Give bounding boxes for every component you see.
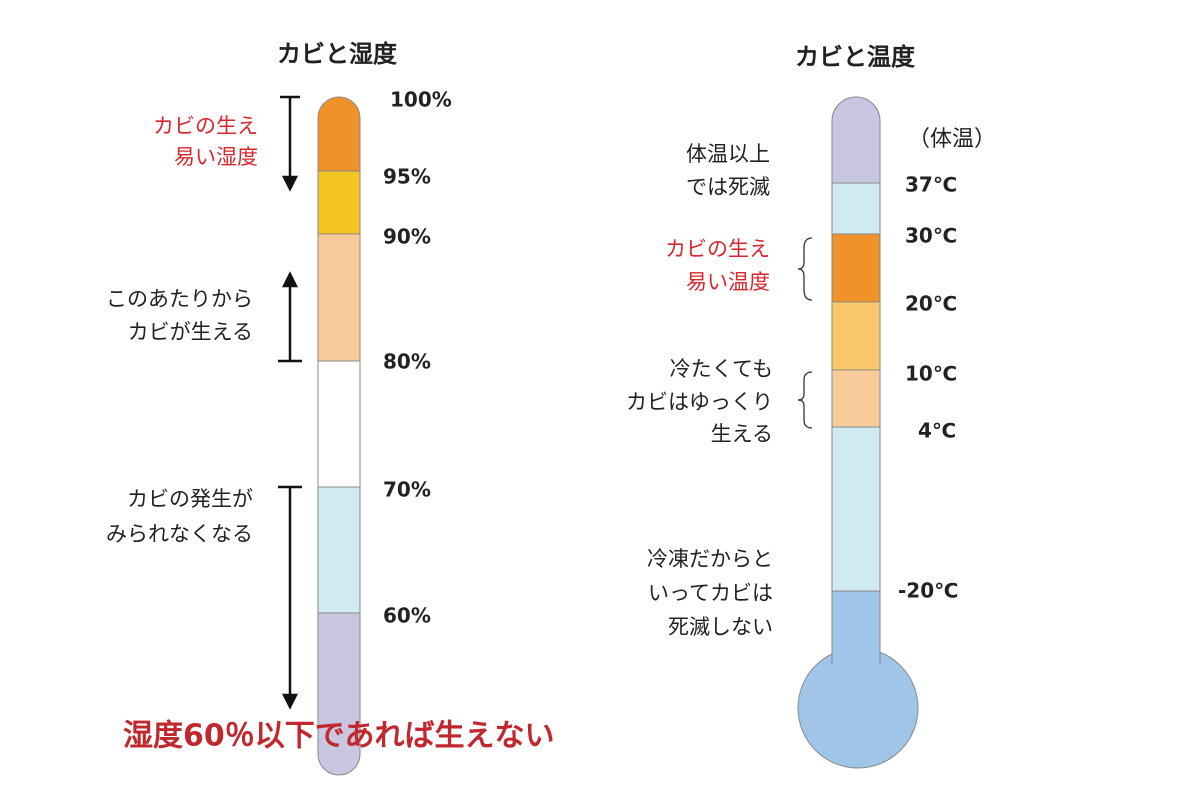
note: カビが生える <box>128 320 253 344</box>
braces <box>797 237 813 429</box>
note: 体温以上 <box>686 142 770 166</box>
note: このあたりから <box>106 287 253 311</box>
level: 4℃ <box>918 419 956 443</box>
note: では死滅 <box>686 175 770 199</box>
temperature-tube <box>832 97 880 697</box>
level: 60% <box>383 604 431 628</box>
note: カビの発生が <box>127 487 253 511</box>
note: いってカビは <box>648 581 773 605</box>
note: カビはゆっくり <box>626 390 773 414</box>
note: みられなくなる <box>106 522 253 546</box>
note: カビの生え <box>153 114 258 138</box>
level: 20℃ <box>905 292 957 316</box>
level: 70% <box>383 478 431 502</box>
level: 90% <box>383 225 431 249</box>
title: カビと湿度 <box>277 40 398 68</box>
body-temp-label: （体温） <box>908 127 996 152</box>
level: 30℃ <box>905 224 957 248</box>
note: カビの生え <box>665 237 770 261</box>
level: 37℃ <box>905 173 957 197</box>
note: 冷たくても <box>670 357 773 381</box>
note: 生える <box>711 422 773 446</box>
note: 冷凍だからと <box>647 547 773 571</box>
level: 80% <box>383 350 431 374</box>
title: カビと温度 <box>795 43 916 71</box>
note: 死滅しない <box>668 615 773 639</box>
conclusion: 湿度60％以下であれば生えない <box>123 719 554 754</box>
arrows <box>278 95 302 710</box>
humidity-tube <box>318 97 360 775</box>
level: 10℃ <box>905 362 957 386</box>
note: 易い温度 <box>686 270 770 294</box>
level: -20℃ <box>898 579 958 603</box>
note: 易い湿度 <box>174 145 258 169</box>
level: 95% <box>383 165 431 189</box>
level: 100% <box>390 88 452 112</box>
